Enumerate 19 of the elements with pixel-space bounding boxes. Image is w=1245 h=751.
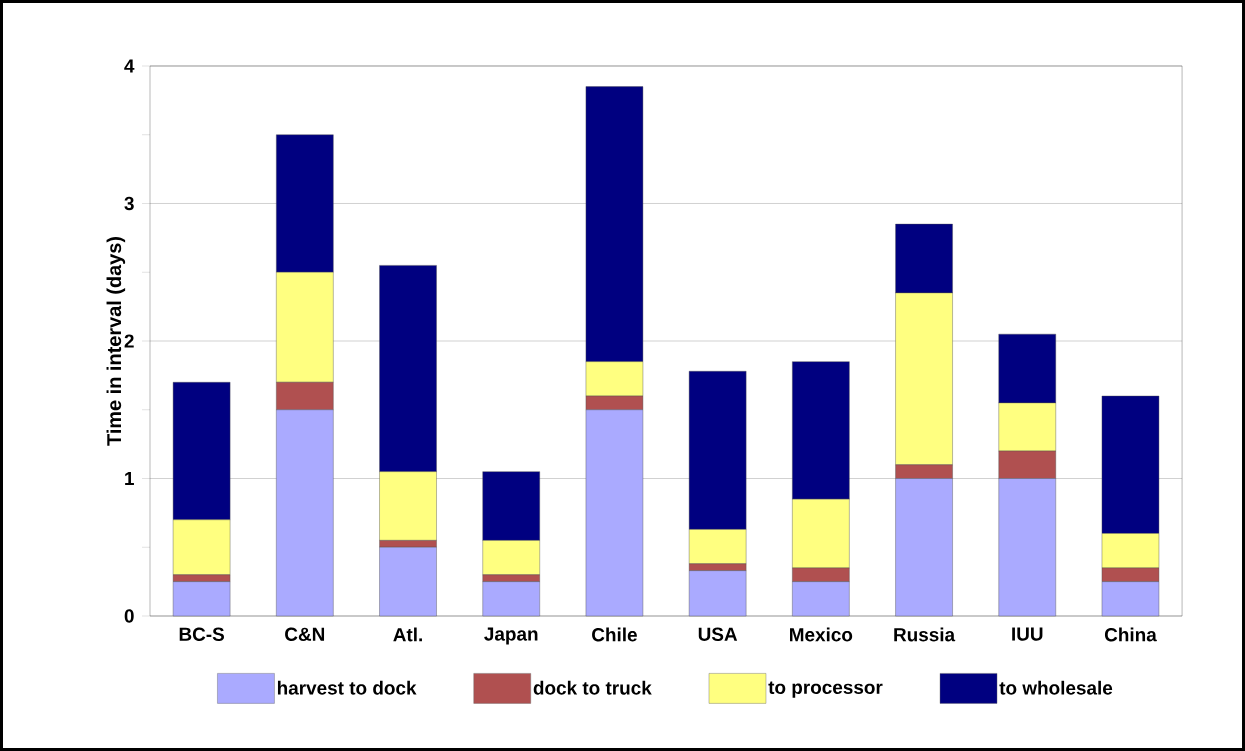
x-tick-label: C&N xyxy=(285,627,325,641)
x-tick-label: USA xyxy=(698,627,738,641)
x-tick-label: Japan xyxy=(484,627,538,645)
legend-label: to processor xyxy=(768,681,883,698)
x-tick-label: BC-S xyxy=(179,627,224,641)
x-tick-label: Atl. xyxy=(393,627,422,642)
legend-label: harvest to dock xyxy=(277,680,417,695)
x-tick-label: Russia xyxy=(894,627,956,642)
x-tick-label: China xyxy=(1104,627,1157,642)
y-tick-label: 1 xyxy=(125,471,134,486)
legend-label: dock to truck xyxy=(533,680,652,695)
y-tick-label: 0 xyxy=(124,609,134,623)
x-tick-label: Mexico xyxy=(790,627,853,642)
y-tick-label: 3 xyxy=(124,196,134,211)
y-tick-label: 2 xyxy=(124,334,134,348)
y-tick-label: 4 xyxy=(124,59,135,73)
x-tick-label: IUU xyxy=(1012,627,1043,641)
x-tick-label: Chile xyxy=(592,627,637,642)
legend-label: to wholesale xyxy=(999,680,1113,695)
